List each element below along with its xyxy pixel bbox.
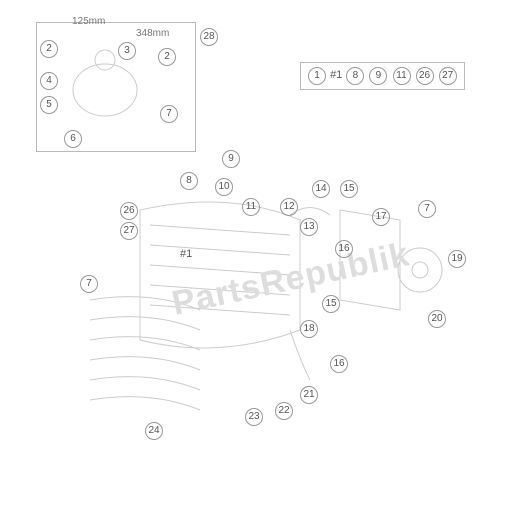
callout-number: 3 [118, 42, 136, 60]
callout-15: 15 [340, 180, 358, 198]
callout-number: 21 [300, 386, 318, 404]
callout-number: 28 [200, 28, 218, 46]
callout-number: 23 [245, 408, 263, 426]
callout-number: 27 [120, 222, 138, 240]
callout-number: 9 [222, 150, 240, 168]
callout-14: 14 [312, 180, 330, 198]
callout-24: 24 [145, 422, 163, 440]
callout-9: 9 [222, 150, 240, 168]
callout-2: 2 [158, 48, 176, 66]
callout-number: 7 [80, 275, 98, 293]
callout-number: 19 [448, 250, 466, 268]
callout-number: 8 [180, 172, 198, 190]
callout-11: 11 [242, 198, 260, 216]
callout-number: 2 [158, 48, 176, 66]
callout-number: 14 [312, 180, 330, 198]
callout-13: 13 [300, 218, 318, 236]
callout-number: 26 [120, 202, 138, 220]
callout-17: 17 [372, 208, 390, 226]
callout-27: 27 [120, 222, 138, 240]
callout-15: 15 [322, 295, 340, 313]
callout-16: 16 [330, 355, 348, 373]
callout-number: 7 [418, 200, 436, 218]
callout-number: 24 [145, 422, 163, 440]
callout-number: 17 [372, 208, 390, 226]
callout-10: 10 [215, 178, 233, 196]
callout-23: 23 [245, 408, 263, 426]
callout-number: 16 [335, 240, 353, 258]
callout-5: 5 [40, 96, 58, 114]
callout-number: 13 [300, 218, 318, 236]
callout-number: 5 [40, 96, 58, 114]
callout-21: 21 [300, 386, 318, 404]
callout-number: 20 [428, 310, 446, 328]
callout-number: 12 [280, 198, 298, 216]
callout-number: 18 [300, 320, 318, 338]
callout-number: 16 [330, 355, 348, 373]
callout-4: 4 [40, 72, 58, 90]
callout-19: 19 [448, 250, 466, 268]
callout-number: 10 [215, 178, 233, 196]
callout-number: 2 [40, 40, 58, 58]
callout-number: 11 [242, 198, 260, 216]
callout-3: 3 [118, 42, 136, 60]
callout-7: 7 [418, 200, 436, 218]
callout-18: 18 [300, 320, 318, 338]
callout-number: 6 [64, 130, 82, 148]
callout-12: 12 [280, 198, 298, 216]
hash-1-label: #1 [180, 248, 192, 260]
callout-2: 2 [40, 40, 58, 58]
callout-20: 20 [428, 310, 446, 328]
callout-28: 28 [200, 28, 218, 46]
callout-number: 15 [340, 180, 358, 198]
callout-number: 15 [322, 295, 340, 313]
callout-8: 8 [180, 172, 198, 190]
callout-6: 6 [64, 130, 82, 148]
callout-7: 7 [80, 275, 98, 293]
callout-26: 26 [120, 202, 138, 220]
callout-7: 7 [160, 105, 178, 123]
diagram-sketch [0, 0, 511, 511]
callout-number: 4 [40, 72, 58, 90]
callout-number: 22 [275, 402, 293, 420]
callout-number: 7 [160, 105, 178, 123]
callout-16: 16 [335, 240, 353, 258]
callout-22: 22 [275, 402, 293, 420]
